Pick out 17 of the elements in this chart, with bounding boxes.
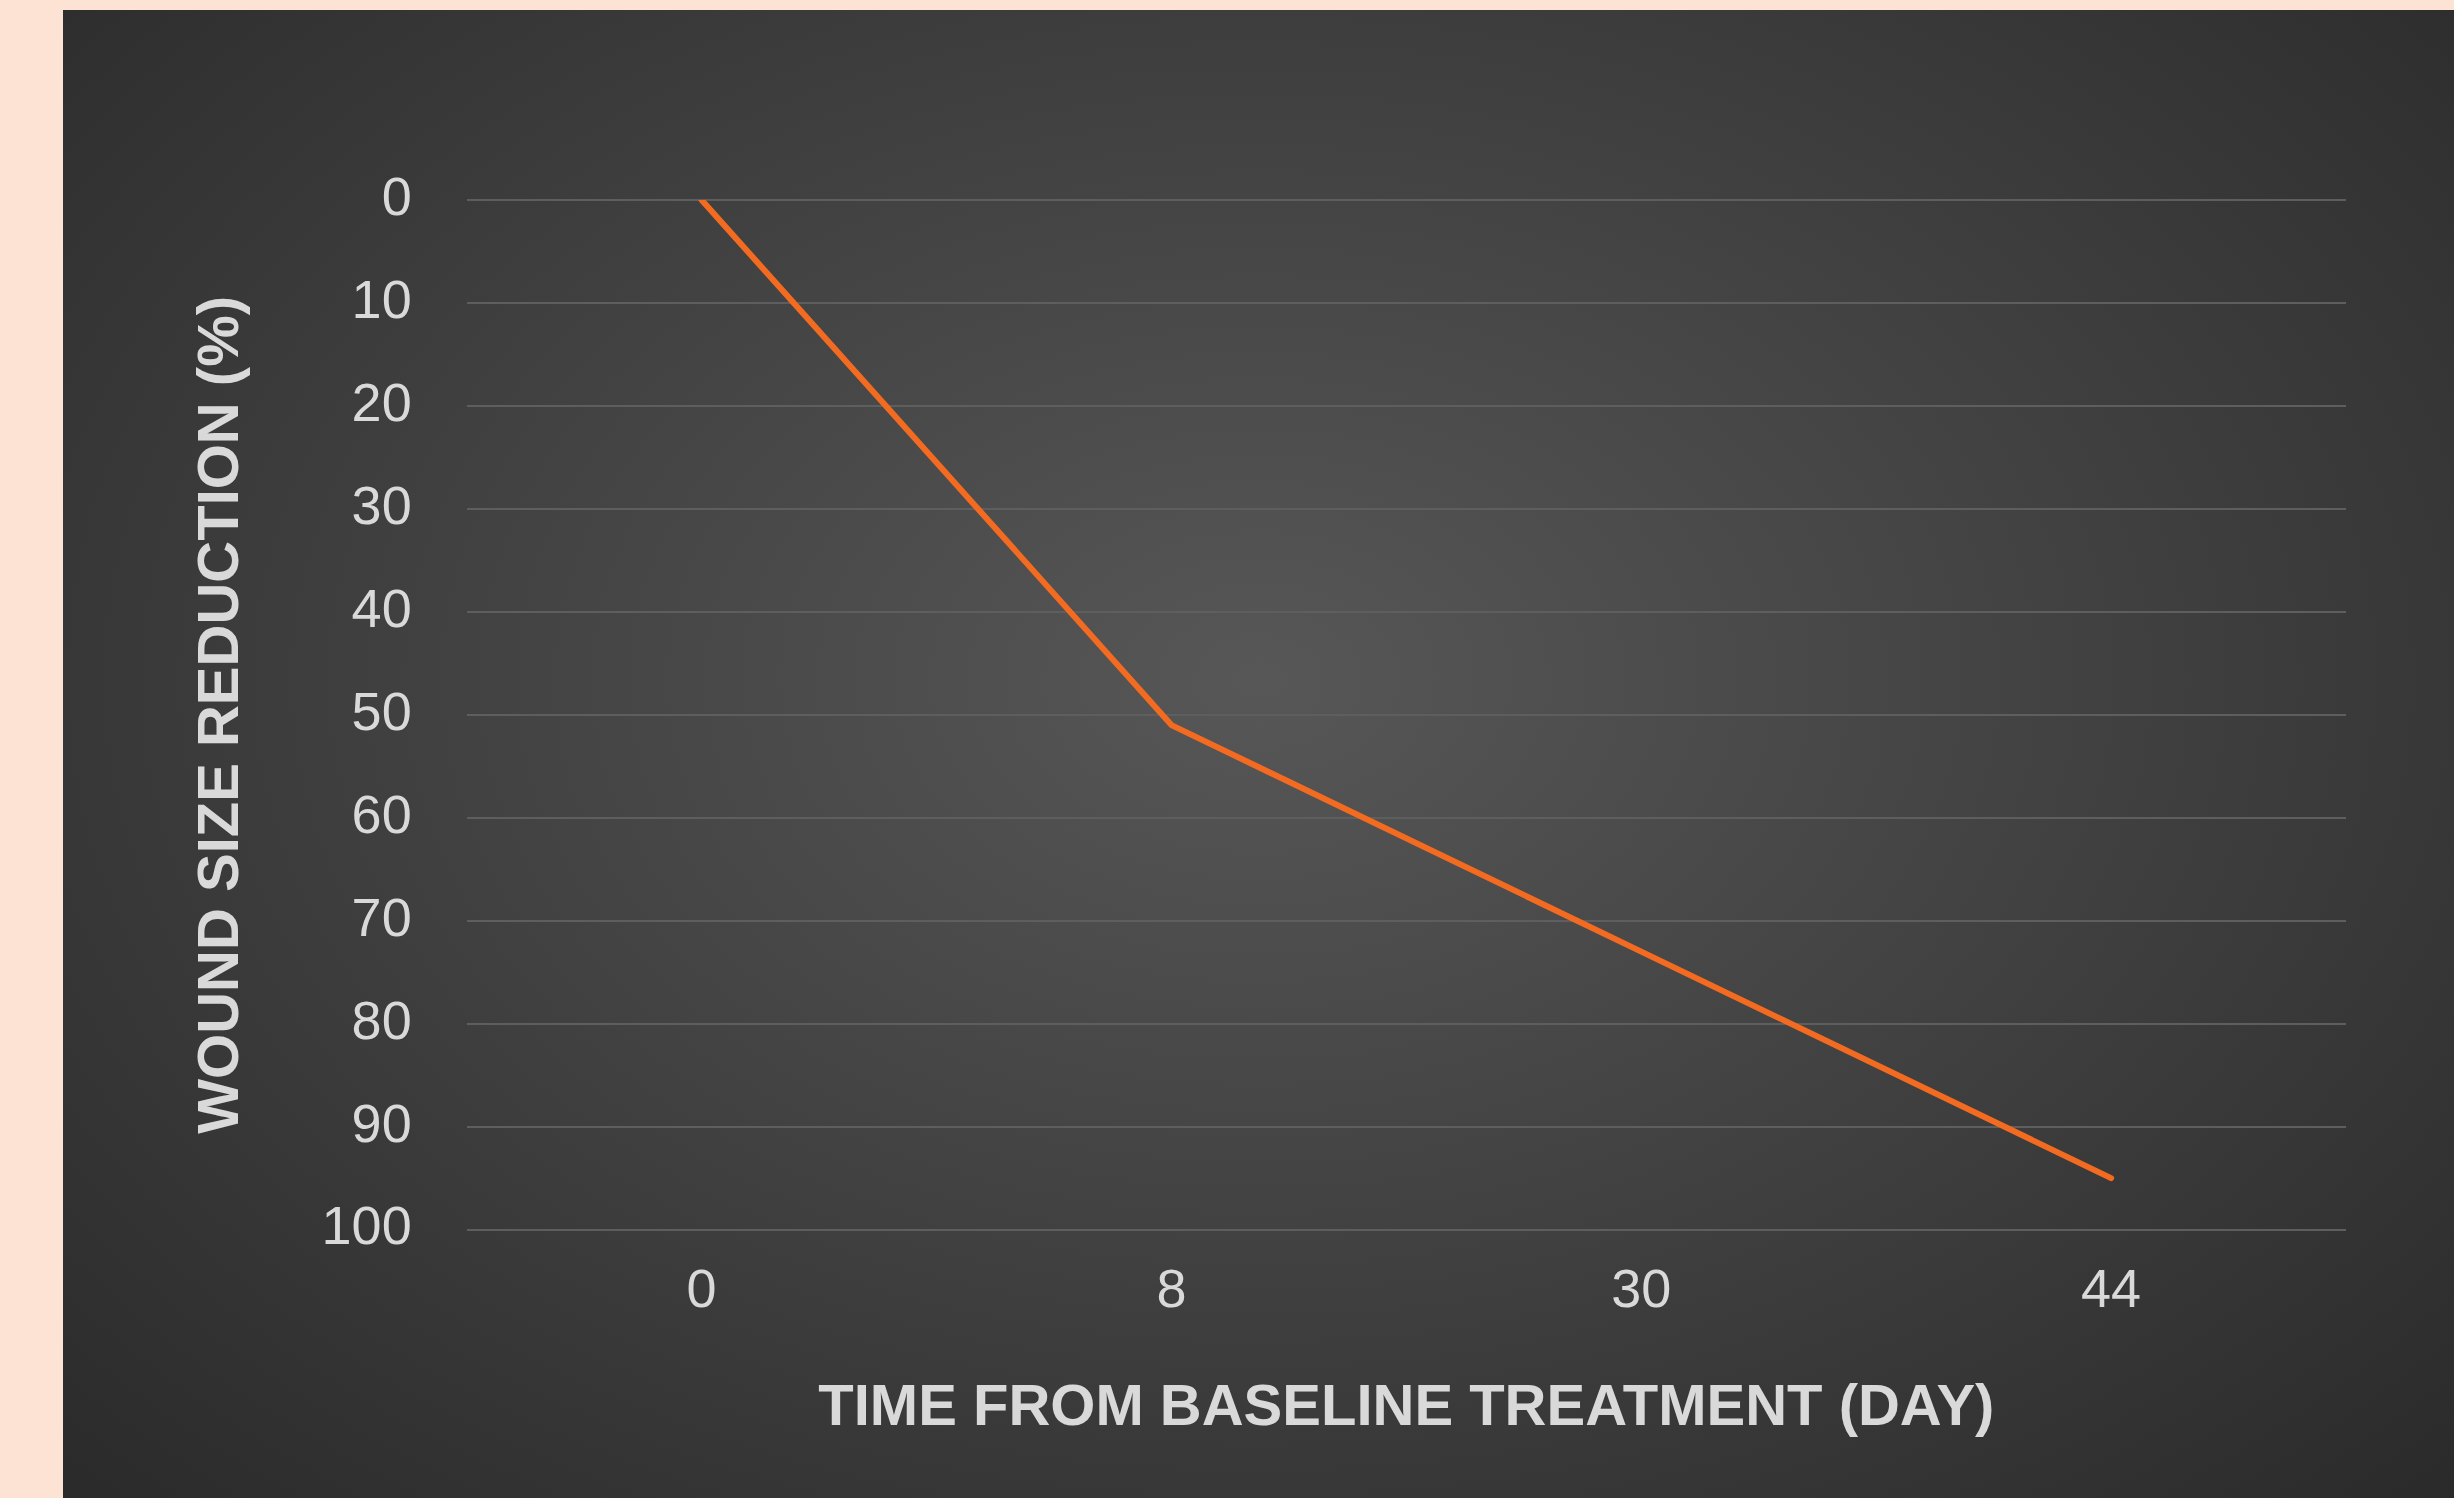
y-tick-label: 100 — [321, 1195, 412, 1256]
y-tick-label: 20 — [351, 371, 412, 432]
x-tick-label: 30 — [1611, 1257, 1672, 1318]
y-tick-label: 80 — [351, 989, 412, 1050]
y-tick-label: 0 — [381, 165, 412, 226]
y-tick-label: 30 — [351, 474, 412, 535]
y-tick-label: 90 — [351, 1092, 412, 1153]
x-tick-label: 8 — [1156, 1257, 1187, 1318]
x-tick-label: 44 — [2081, 1257, 2142, 1318]
y-tick-label: 10 — [351, 268, 412, 329]
y-tick-label: 50 — [351, 680, 412, 741]
x-axis-title: TIME FROM BASELINE TREATMENT (DAY) — [818, 1372, 1995, 1438]
y-tick-label: 70 — [351, 886, 412, 947]
x-tick-label: 0 — [686, 1257, 717, 1318]
y-tick-label: 40 — [351, 577, 412, 638]
y-axis-title: WOUND SIZE REDUCTION (%) — [184, 295, 250, 1134]
y-tick-label: 60 — [351, 783, 412, 844]
